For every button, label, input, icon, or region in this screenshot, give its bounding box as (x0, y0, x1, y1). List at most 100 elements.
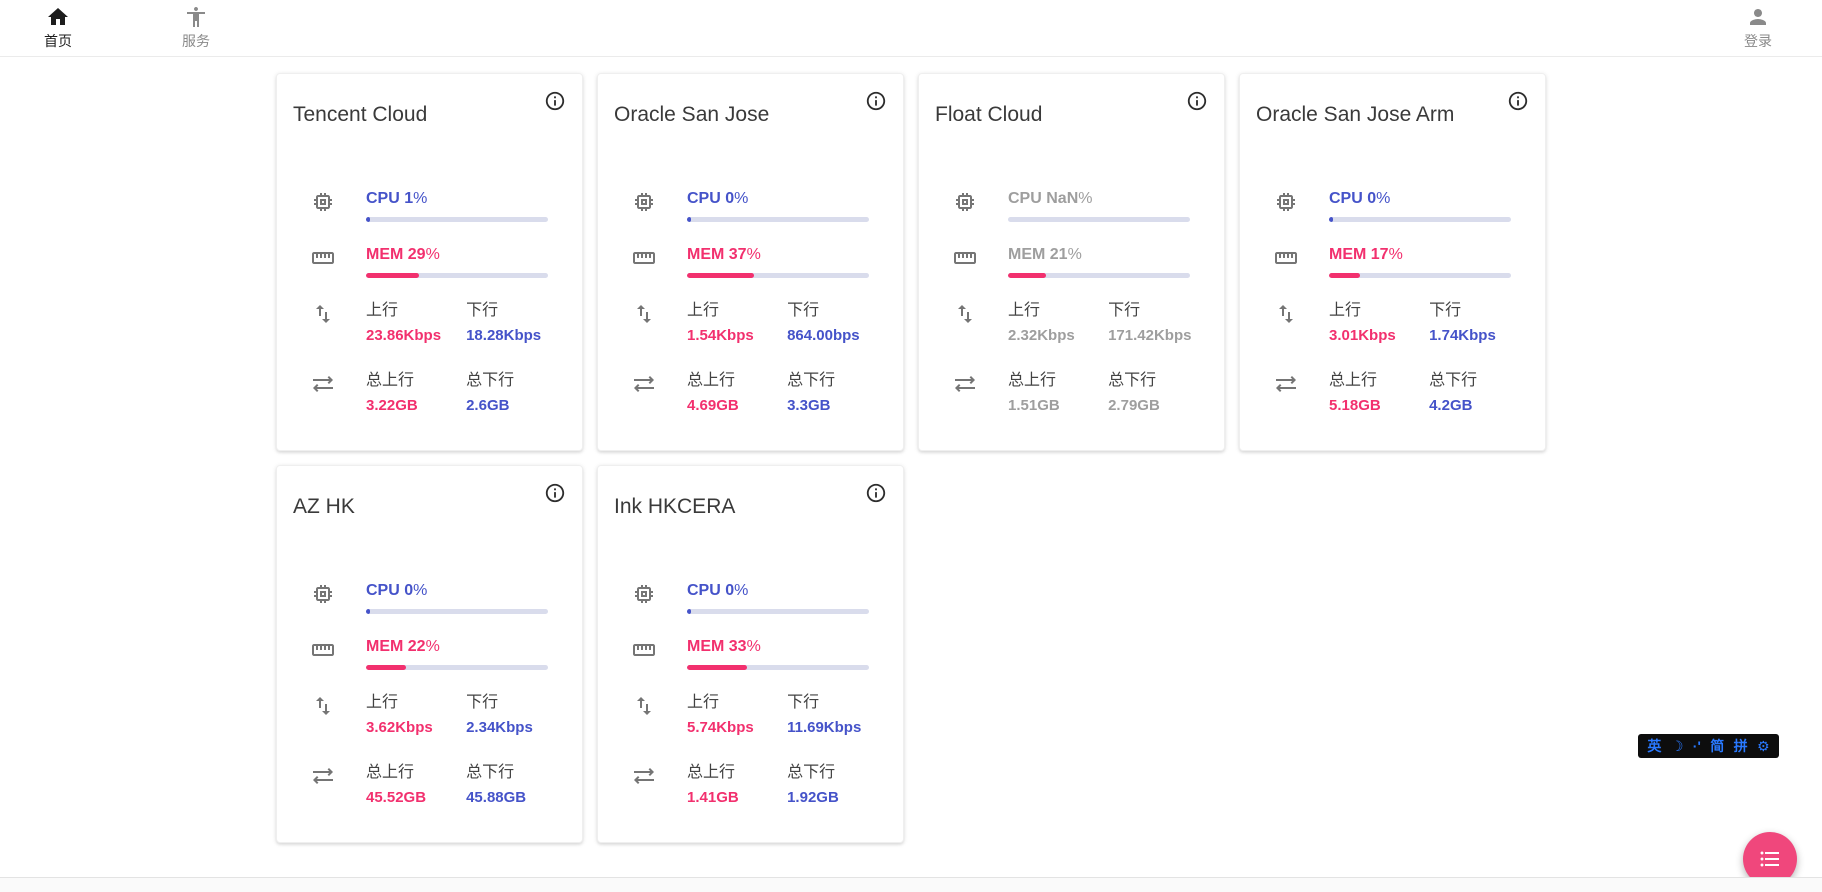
ime-settings-gear-icon[interactable]: ⚙ (1757, 738, 1770, 754)
person-icon (1746, 5, 1770, 29)
cpu-progress-bar (366, 217, 548, 222)
upload-value: 2.32Kbps (1008, 327, 1075, 344)
memory-ruler-icon (953, 246, 977, 270)
swap-horiz-icon (632, 764, 656, 788)
total-download-stat: 总下行 2.79GB (1108, 372, 1190, 414)
nav-item-home[interactable]: 首页 (28, 5, 88, 51)
memory-ruler-icon (1274, 246, 1298, 270)
cpu-meter: CPU 0% (366, 582, 548, 614)
ime-english-mode-key[interactable]: 英 (1647, 738, 1662, 754)
upload-value: 3.62Kbps (366, 719, 433, 736)
total-upload-stat: 总上行 5.18GB (1329, 372, 1429, 414)
download-stat: 下行 171.42Kbps (1108, 302, 1192, 344)
info-icon[interactable] (1186, 90, 1208, 112)
mem-progress-bar (1008, 273, 1190, 278)
total-upload-value: 1.41GB (687, 789, 739, 806)
server-card-oracle-san-jose: Oracle San Jose CPU 0% MEM 37% (597, 73, 904, 451)
info-icon[interactable] (1507, 90, 1529, 112)
mem-meter: MEM 37% (687, 246, 869, 278)
download-stat: 下行 2.34Kbps (466, 694, 548, 736)
cpu-chip-icon (311, 582, 335, 606)
info-icon[interactable] (544, 482, 566, 504)
download-value: 11.69Kbps (787, 719, 862, 736)
total-download-value: 1.92GB (787, 789, 839, 806)
ime-simplified-key[interactable]: 简 (1710, 738, 1725, 754)
server-name: Oracle San Jose Arm (1256, 103, 1455, 126)
nav-item-services[interactable]: 服务 (166, 5, 226, 51)
list-icon (1758, 847, 1782, 871)
total-download-stat: 总下行 45.88GB (466, 764, 548, 806)
cpu-progress-bar (687, 217, 869, 222)
ime-toolbar: 英 ☽ ·' 简 拼 ⚙ (1638, 734, 1779, 758)
mem-progress-bar (687, 665, 869, 670)
mem-meter: MEM 29% (366, 246, 548, 278)
upload-stat: 上行 1.54Kbps (687, 302, 787, 344)
total-download-value: 45.88GB (466, 789, 527, 806)
server-name: Float Cloud (935, 103, 1043, 126)
cpu-chip-icon (632, 582, 656, 606)
download-stat: 下行 864.00bps (787, 302, 869, 344)
cpu-meter: CPU NaN% (1008, 190, 1190, 222)
memory-ruler-icon (311, 246, 335, 270)
server-card-float-cloud: Float Cloud CPU NaN% MEM 21% (918, 73, 1225, 451)
home-icon (46, 5, 70, 29)
total-download-value: 2.79GB (1108, 397, 1160, 414)
cpu-progress-bar (687, 609, 869, 614)
total-download-stat: 总下行 3.3GB (787, 372, 869, 414)
cpu-chip-icon (953, 190, 977, 214)
server-card-oracle-san-jose-arm: Oracle San Jose Arm CPU 0% MEM 17% (1239, 73, 1546, 451)
ime-punctuation-key[interactable]: ·' (1692, 738, 1701, 754)
total-download-value: 3.3GB (787, 397, 831, 414)
info-icon[interactable] (544, 90, 566, 112)
cpu-meter: CPU 0% (687, 190, 869, 222)
memory-ruler-icon (632, 638, 656, 662)
accessibility-icon (184, 5, 208, 29)
server-name: Ink HKCERA (614, 495, 736, 518)
total-download-value: 4.2GB (1429, 397, 1473, 414)
top-nav: 首页 服务 登录 (0, 0, 1822, 57)
swap-horiz-icon (311, 372, 335, 396)
mem-meter: MEM 22% (366, 638, 548, 670)
mem-meter: MEM 21% (1008, 246, 1190, 278)
cpu-meter: CPU 1% (366, 190, 548, 222)
cpu-progress-bar (1329, 217, 1511, 222)
total-download-value: 2.6GB (466, 397, 510, 414)
server-name: AZ HK (293, 495, 355, 518)
mem-progress-bar (687, 273, 869, 278)
nav-item-login[interactable]: 登录 (1728, 5, 1788, 51)
swap-vert-icon (632, 694, 656, 718)
total-upload-stat: 总上行 1.51GB (1008, 372, 1108, 414)
ime-pinyin-key[interactable]: 拼 (1733, 738, 1748, 754)
info-icon[interactable] (865, 482, 887, 504)
cpu-chip-icon (311, 190, 335, 214)
total-download-stat: 总下行 1.92GB (787, 764, 869, 806)
download-stat: 下行 18.28Kbps (466, 302, 548, 344)
mem-meter: MEM 33% (687, 638, 869, 670)
mem-meter: MEM 17% (1329, 246, 1511, 278)
server-card-grid: Tencent Cloud CPU 1% MEM 29% (276, 73, 1546, 843)
swap-vert-icon (311, 302, 335, 326)
nav-login-label: 登录 (1744, 33, 1772, 49)
total-upload-stat: 总上行 3.22GB (366, 372, 466, 414)
swap-vert-icon (953, 302, 977, 326)
total-upload-stat: 总上行 1.41GB (687, 764, 787, 806)
total-download-stat: 总下行 4.2GB (1429, 372, 1511, 414)
ime-halfwidth-moon-icon[interactable]: ☽ (1670, 738, 1684, 754)
memory-ruler-icon (632, 246, 656, 270)
swap-vert-icon (1274, 302, 1298, 326)
total-upload-value: 1.51GB (1008, 397, 1060, 414)
mem-progress-bar (366, 665, 548, 670)
upload-value: 23.86Kbps (366, 327, 442, 344)
download-value: 864.00bps (787, 327, 860, 344)
total-upload-value: 4.69GB (687, 397, 739, 414)
server-name: Oracle San Jose (614, 103, 770, 126)
upload-stat: 上行 23.86Kbps (366, 302, 466, 344)
total-upload-stat: 总上行 45.52GB (366, 764, 466, 806)
upload-stat: 上行 3.01Kbps (1329, 302, 1429, 344)
total-upload-value: 45.52GB (366, 789, 427, 806)
total-upload-stat: 总上行 4.69GB (687, 372, 787, 414)
upload-stat: 上行 2.32Kbps (1008, 302, 1108, 344)
info-icon[interactable] (865, 90, 887, 112)
upload-stat: 上行 3.62Kbps (366, 694, 466, 736)
cpu-progress-bar (1008, 217, 1190, 222)
